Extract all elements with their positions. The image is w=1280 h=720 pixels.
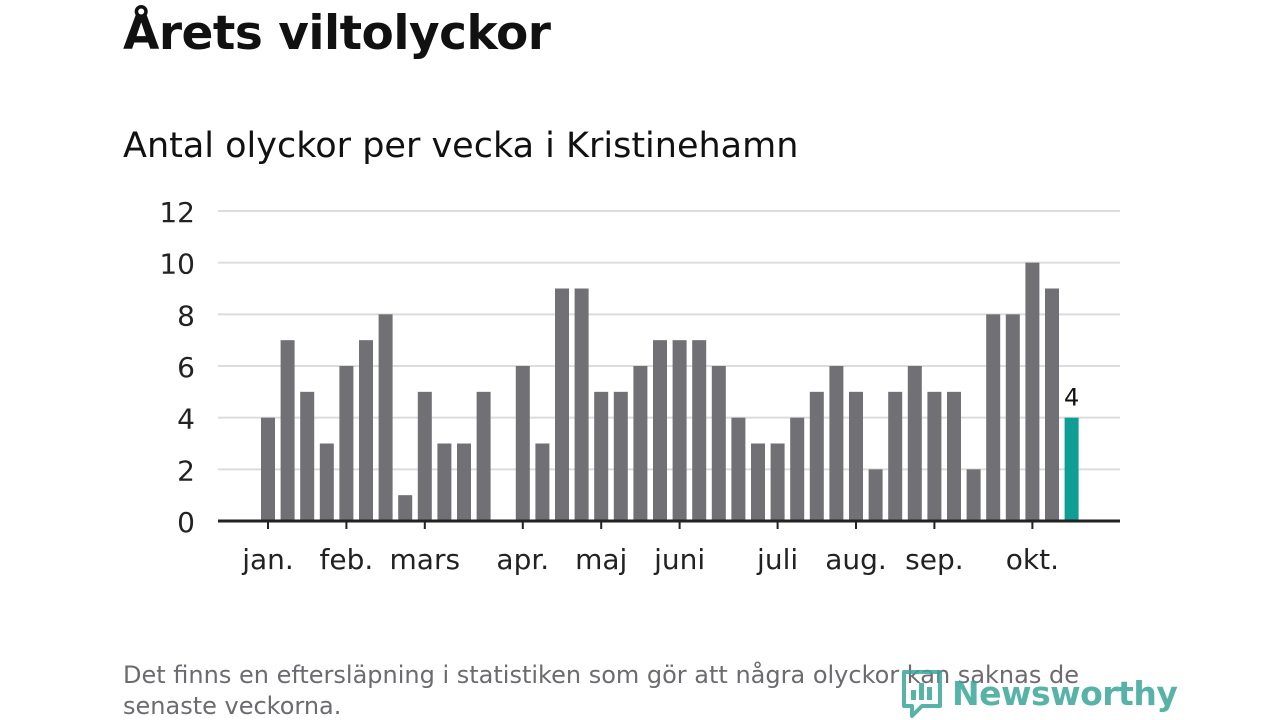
bar <box>555 288 569 521</box>
x-tick-label: mars <box>390 543 461 576</box>
bar <box>417 391 432 521</box>
bar <box>476 391 491 521</box>
bar <box>966 469 981 521</box>
bar <box>280 340 295 521</box>
bar <box>319 443 334 521</box>
bar <box>770 443 785 521</box>
page-title: Årets viltolyckor <box>123 6 551 61</box>
y-tick-label: 12 <box>159 196 195 229</box>
bar <box>868 469 883 521</box>
bar <box>829 366 844 521</box>
bar <box>986 314 1001 521</box>
bar <box>1025 262 1040 521</box>
bar <box>398 495 413 521</box>
bar <box>751 443 765 521</box>
footnote: Det finns en eftersläpning i statistiken… <box>123 661 1079 720</box>
newsworthy-logo-icon <box>902 670 942 718</box>
bar <box>300 391 315 521</box>
y-tick-label: 10 <box>159 248 195 281</box>
brand-name: Newsworthy <box>952 673 1178 713</box>
bar <box>457 443 471 521</box>
bar <box>613 391 628 521</box>
chart-subtitle: Antal olyckor per vecka i Kristinehamn <box>123 126 799 166</box>
brand-logo: Newsworthy <box>900 668 1178 718</box>
x-axis-ticks: jan. feb. mars apr. maj juni juli aug. sep. okt. <box>241 521 1059 576</box>
y-tick-label: 8 <box>177 299 195 332</box>
bar <box>790 417 805 521</box>
y-axis-ticks: 0 2 4 6 8 10 12 <box>159 196 195 539</box>
bar <box>711 366 726 521</box>
bars <box>261 262 1079 521</box>
bar <box>437 443 452 521</box>
bar <box>947 391 961 521</box>
bar <box>574 288 589 521</box>
bar <box>692 340 707 521</box>
data-label: 4 <box>1064 384 1079 412</box>
bar <box>672 340 687 521</box>
bar <box>359 340 373 521</box>
y-tick-label: 6 <box>177 351 195 384</box>
bar-highlight <box>1064 417 1079 521</box>
bar <box>849 391 863 521</box>
x-tick-label: aug. <box>825 543 887 576</box>
bar <box>927 391 942 521</box>
bar <box>535 443 550 521</box>
x-tick-label: feb. <box>320 543 374 576</box>
x-tick-label: jan. <box>241 543 294 576</box>
bar <box>653 340 667 521</box>
y-tick-label: 0 <box>177 506 195 539</box>
bar <box>1005 314 1020 521</box>
x-tick-label: juli <box>756 543 798 576</box>
y-tick-label: 4 <box>177 403 195 436</box>
bar <box>888 391 903 521</box>
bar <box>378 314 393 521</box>
bar <box>515 366 530 521</box>
data-labels: 4 <box>1064 384 1079 412</box>
x-tick-label: apr. <box>496 543 549 576</box>
bar <box>907 366 922 521</box>
bar <box>594 391 609 521</box>
x-tick-label: sep. <box>905 543 964 576</box>
bar <box>731 417 746 521</box>
y-tick-label: 2 <box>177 454 195 487</box>
bar <box>1045 288 1059 521</box>
x-tick-label: maj <box>575 543 627 576</box>
bar <box>339 366 354 521</box>
bar <box>809 391 824 521</box>
x-tick-label: okt. <box>1006 543 1059 576</box>
bar <box>633 366 648 521</box>
x-tick-label: juni <box>653 543 705 576</box>
bar <box>261 417 275 521</box>
